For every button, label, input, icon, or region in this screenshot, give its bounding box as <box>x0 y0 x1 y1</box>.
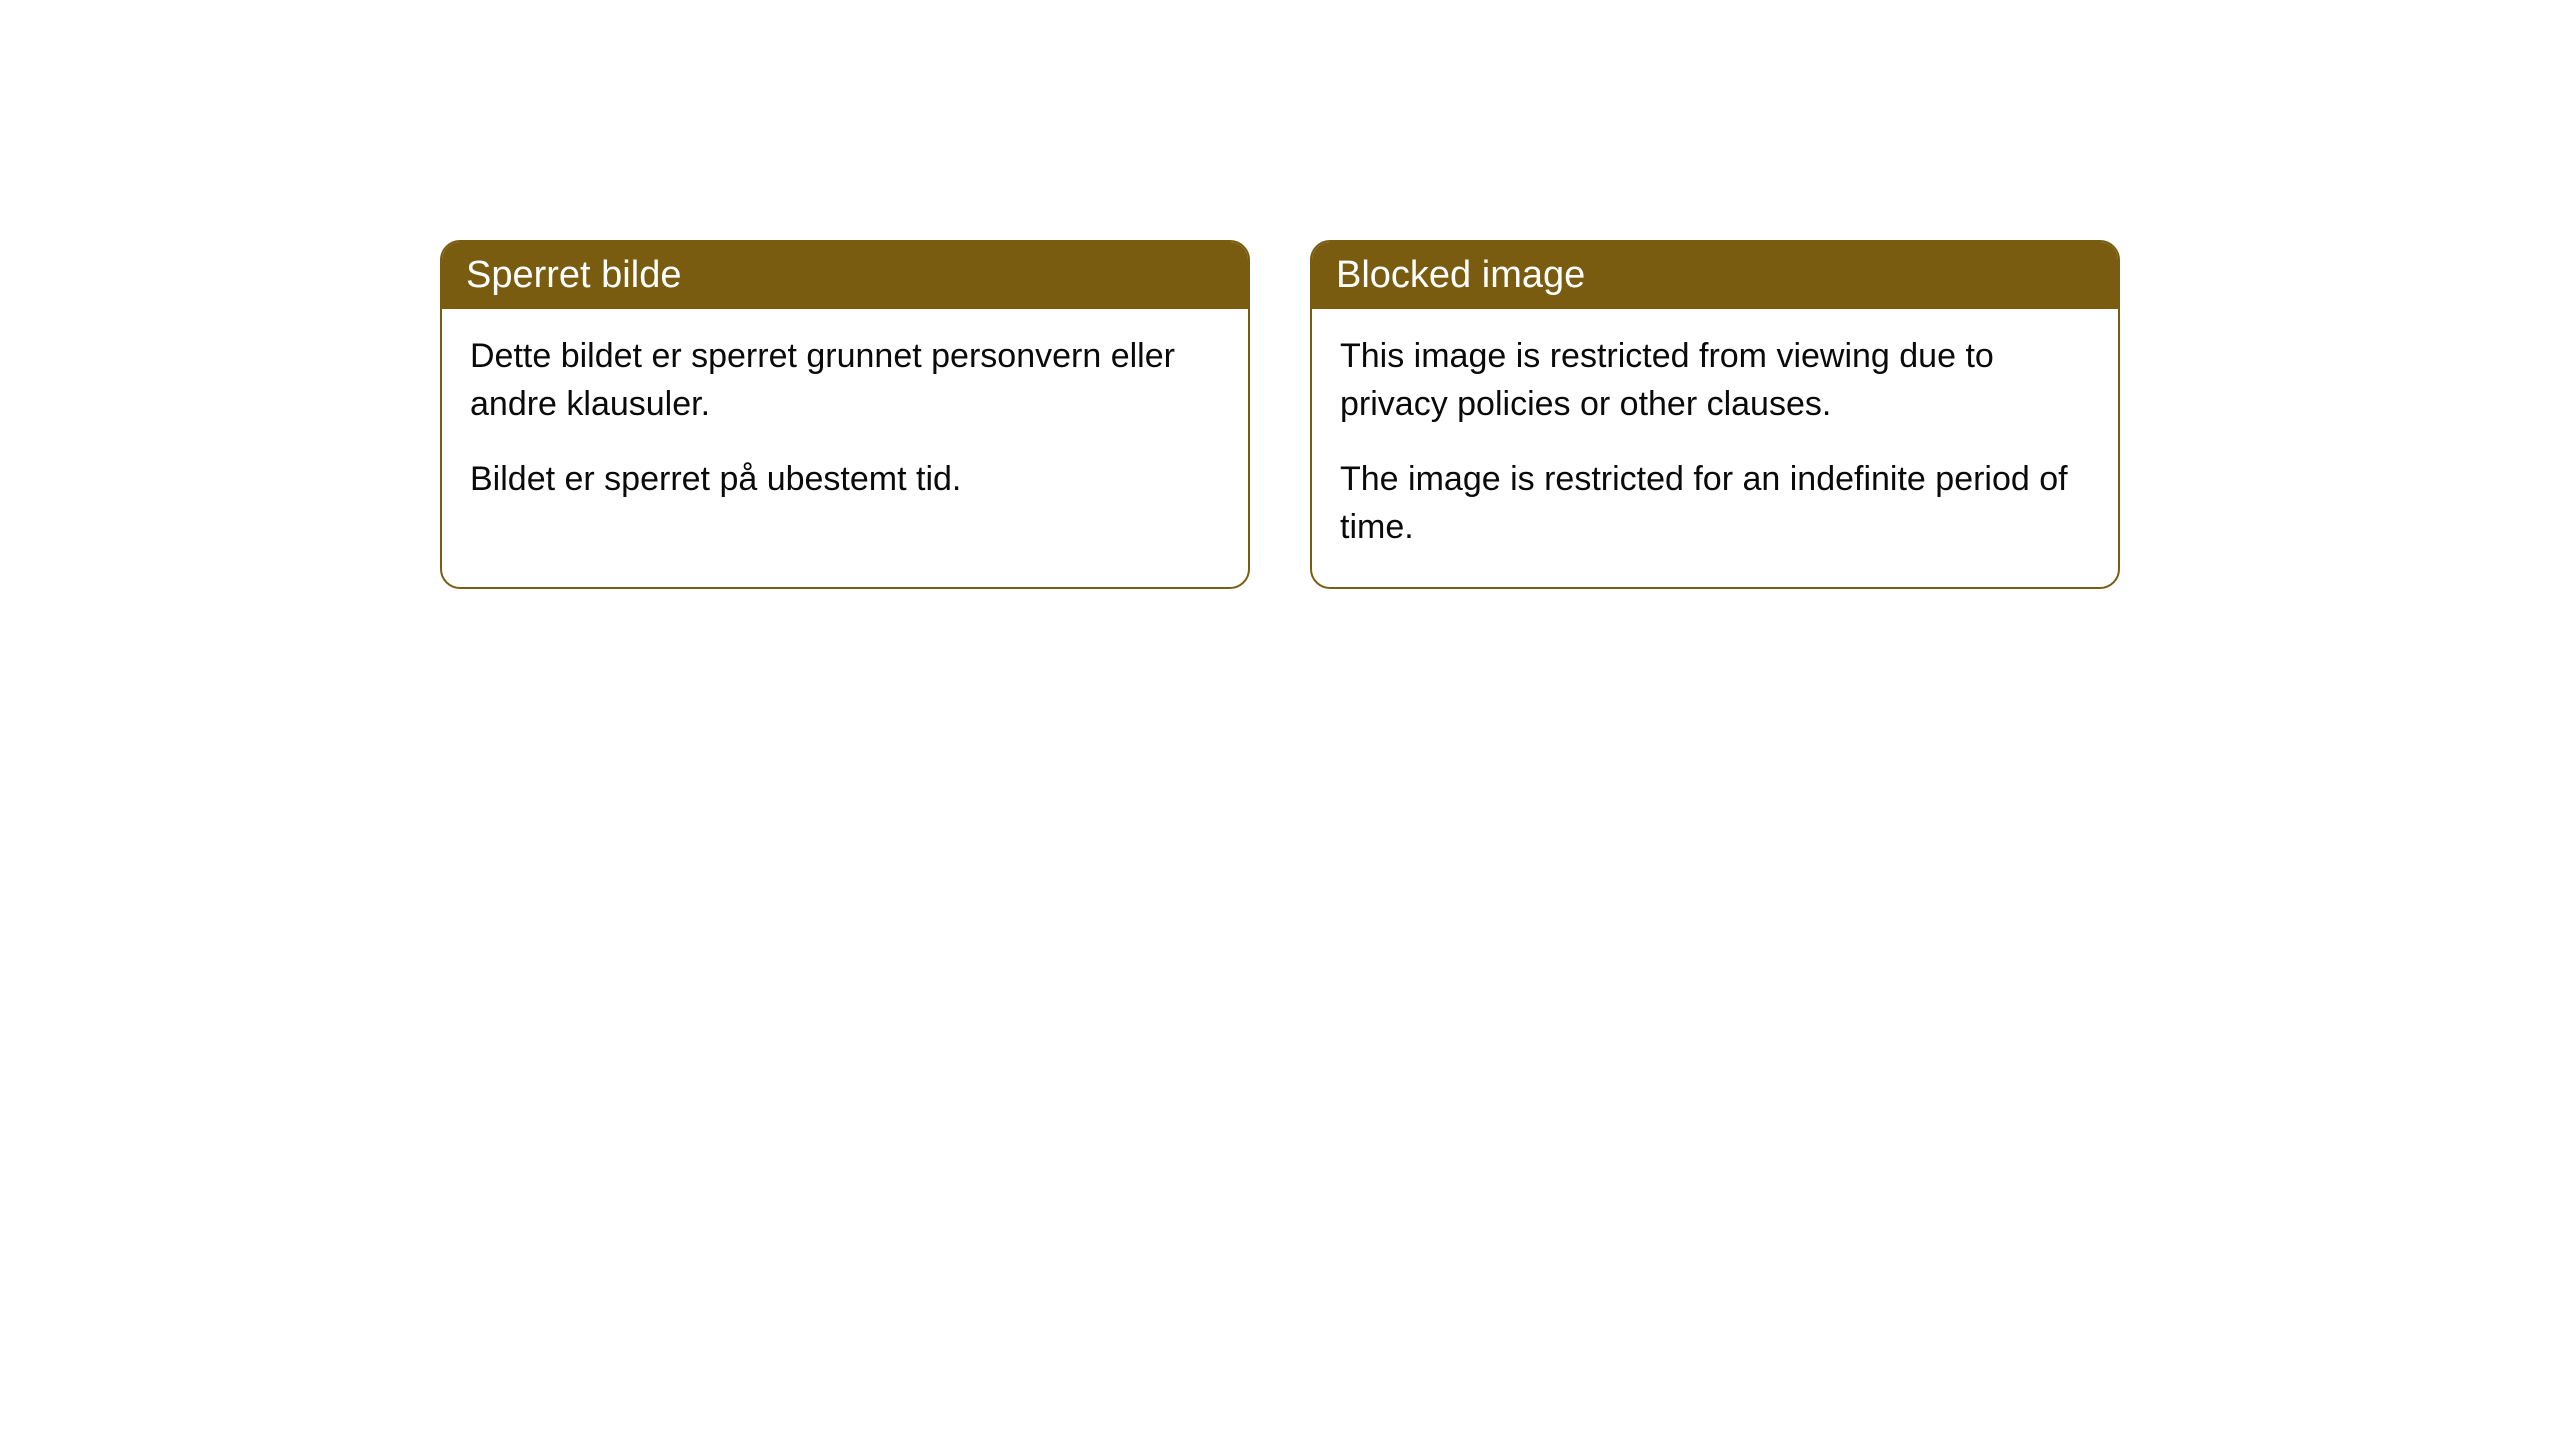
card-header-english: Blocked image <box>1312 242 2118 309</box>
card-header-norwegian: Sperret bilde <box>442 242 1248 309</box>
card-title: Blocked image <box>1336 254 1585 296</box>
card-body-english: This image is restricted from viewing du… <box>1312 309 2118 587</box>
card-paragraph: The image is restricted for an indefinit… <box>1340 456 2090 551</box>
card-paragraph: This image is restricted from viewing du… <box>1340 333 2090 428</box>
card-paragraph: Bildet er sperret på ubestemt tid. <box>470 456 1220 504</box>
blocked-image-card-english: Blocked image This image is restricted f… <box>1310 240 2120 589</box>
blocked-image-cards: Sperret bilde Dette bildet er sperret gr… <box>0 240 2560 589</box>
card-body-norwegian: Dette bildet er sperret grunnet personve… <box>442 309 1248 540</box>
blocked-image-card-norwegian: Sperret bilde Dette bildet er sperret gr… <box>440 240 1250 589</box>
card-paragraph: Dette bildet er sperret grunnet personve… <box>470 333 1220 428</box>
card-title: Sperret bilde <box>466 254 681 296</box>
